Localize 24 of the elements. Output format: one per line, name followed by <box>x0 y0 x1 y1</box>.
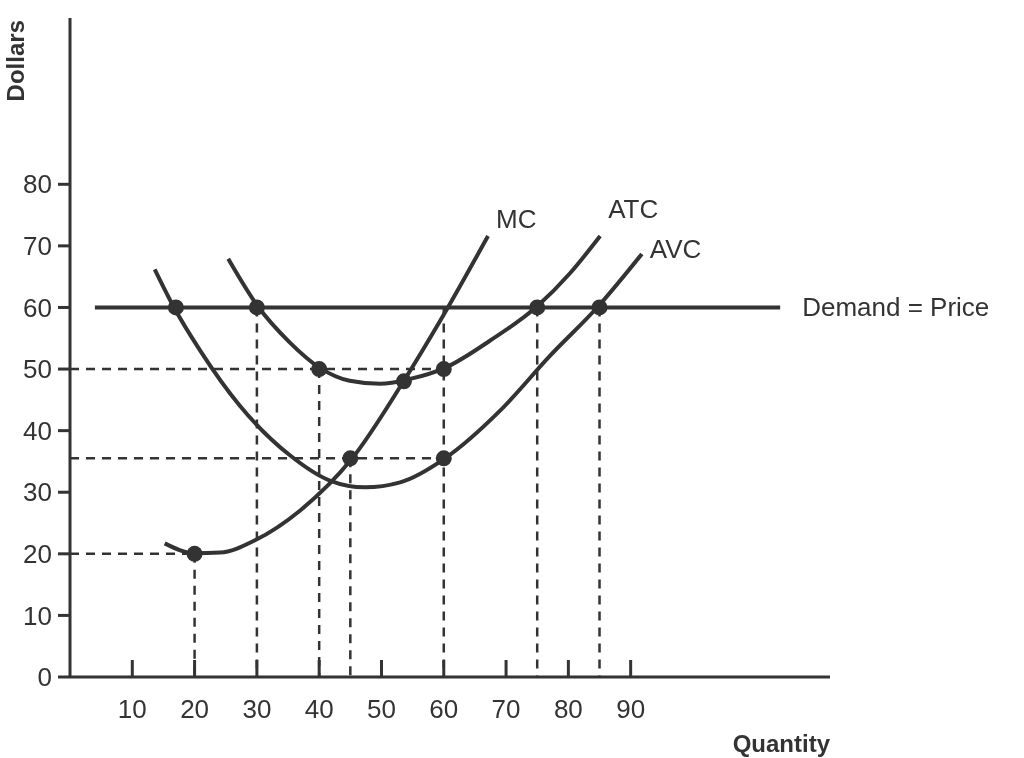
y-tick-label: 40 <box>23 415 52 446</box>
x-tick-label: 40 <box>304 694 334 724</box>
x-axis-title: Quantity <box>732 730 831 757</box>
y-tick-label: 10 <box>23 600 52 631</box>
x-tick-label: 60 <box>429 694 459 724</box>
y-tick-label: 50 <box>23 354 52 385</box>
x-tick-label: 10 <box>117 694 147 724</box>
x-tick-label: 50 <box>367 694 396 724</box>
x-tick-label: 70 <box>491 694 521 724</box>
y-axis-title: Dollars <box>2 20 29 102</box>
y-tick-label: 30 <box>23 477 52 508</box>
x-tick-label: 20 <box>180 694 210 724</box>
series-label: Demand = Price <box>802 292 990 323</box>
x-tick-label: 30 <box>242 694 272 724</box>
series-label: AVC <box>649 233 702 264</box>
x-tick-label: 90 <box>616 694 646 724</box>
y-tick-label: 0 <box>37 662 52 693</box>
series-label: ATC <box>608 194 659 225</box>
y-tick-label: 20 <box>23 538 52 569</box>
series-label: MC <box>496 204 537 235</box>
y-tick-label: 60 <box>23 292 52 323</box>
y-tick-label: 80 <box>23 169 52 200</box>
x-tick-label: 80 <box>553 694 583 724</box>
y-tick-label: 70 <box>23 230 52 261</box>
